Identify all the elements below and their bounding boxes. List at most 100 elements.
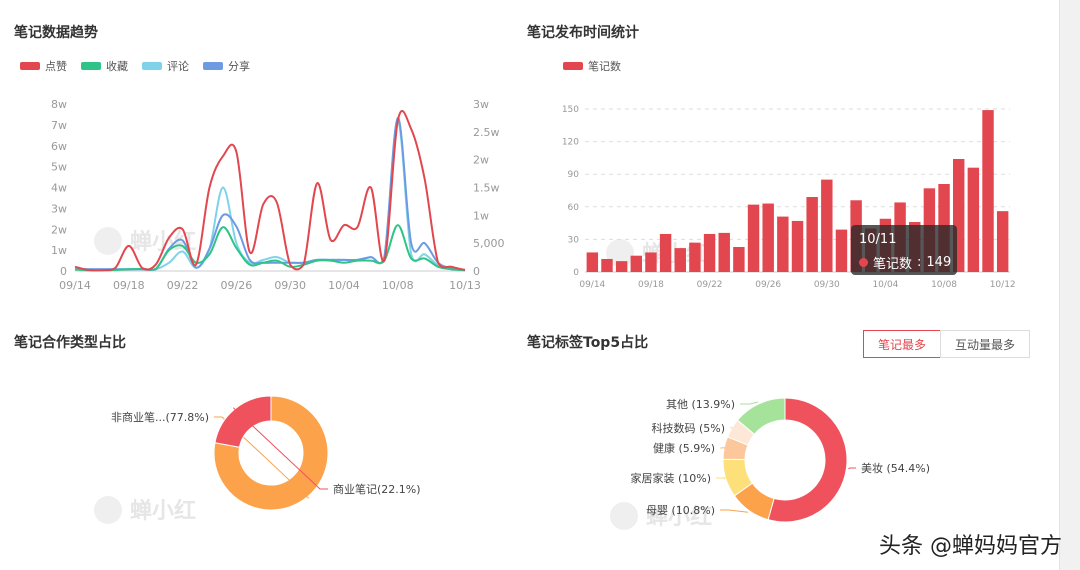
- publish-bar[interactable]: [747, 204, 760, 272]
- coop-watermark-text: 蝉小红: [130, 498, 196, 524]
- most-interaction-button[interactable]: 互动量最多: [940, 330, 1031, 358]
- trend-x-tick: 10/04: [328, 279, 360, 292]
- coop-label: 商业笔记(22.1%): [333, 482, 421, 496]
- tooltip-label: 笔记数: [873, 257, 913, 272]
- publish-bar[interactable]: [982, 110, 994, 272]
- tags-label: 家居家装 (10%): [630, 471, 711, 485]
- publish-x-tick: 10/04: [872, 280, 898, 290]
- trend-series-line: [74, 224, 466, 272]
- publish-x-tick: 09/26: [755, 280, 781, 290]
- publish-bar[interactable]: [586, 252, 599, 272]
- tags-label: 美妆 (54.4%): [861, 462, 930, 475]
- trend-y-left-tick: 7w: [51, 119, 67, 132]
- tags-label: 健康 (5.9%): [653, 441, 715, 455]
- tooltip-dot: [859, 258, 868, 267]
- trend-y-left-tick: 2w: [51, 223, 67, 236]
- trend-x-tick: 09/18: [113, 279, 145, 292]
- tags-slice[interactable]: [767, 397, 848, 523]
- publish-legend: 笔记数: [563, 58, 621, 74]
- tags-label: 其他 (13.9%): [666, 398, 735, 411]
- publish-bar[interactable]: [835, 229, 848, 272]
- publish-bar[interactable]: [733, 247, 745, 272]
- publish-bar[interactable]: [718, 232, 730, 272]
- publish-bar[interactable]: [645, 252, 657, 272]
- publish-bar[interactable]: [703, 233, 716, 272]
- trend-legend-item[interactable]: 点赞: [20, 58, 67, 74]
- trend-y-left-tick: 1w: [51, 244, 67, 257]
- legend-label: 收藏: [106, 60, 128, 73]
- publish-x-tick: 09/30: [814, 280, 840, 290]
- trend-y-right-tick: 2.5w: [473, 126, 500, 139]
- publish-bar[interactable]: [659, 233, 672, 272]
- most-notes-button[interactable]: 笔记最多: [863, 330, 942, 358]
- tooltip-value: 149: [926, 255, 952, 270]
- trend-y-left-tick: 5w: [51, 161, 67, 174]
- trend-y-left-tick: 8w: [51, 98, 67, 111]
- tags-watermark-logo-icon: [610, 502, 638, 530]
- trend-legend: 点赞 收藏 评论 分享: [20, 58, 250, 74]
- publish-bar[interactable]: [689, 242, 701, 272]
- trend-x-tick: 09/22: [167, 279, 199, 292]
- publish-bar[interactable]: [601, 258, 613, 272]
- coop-donut-chart: 蝉小红 非商业笔...(77.8%) 商业笔记(22.1%): [94, 395, 421, 524]
- legend-swatch: [142, 62, 162, 70]
- publish-bar[interactable]: [777, 216, 789, 272]
- tags-label-line: [720, 446, 729, 449]
- legend-swatch: [81, 62, 101, 70]
- publish-x-tick: 10/12: [990, 280, 1016, 290]
- publish-y-tick: 60: [568, 203, 580, 213]
- tags-label-line: [720, 509, 749, 513]
- coop-label-line: [214, 416, 310, 499]
- coop-slice[interactable]: [213, 395, 329, 511]
- publish-x-tick: 09/18: [638, 280, 664, 290]
- trend-y-left-tick: 3w: [51, 202, 67, 215]
- publish-legend-item[interactable]: 笔记数: [563, 58, 621, 74]
- legend-swatch: [20, 62, 40, 70]
- trend-x-tick: 09/30: [274, 279, 306, 292]
- publish-bar[interactable]: [952, 158, 965, 272]
- tooltip-date: 10/11: [859, 232, 897, 247]
- trend-y-right-tick: 0: [473, 265, 480, 278]
- publish-bar[interactable]: [967, 167, 980, 272]
- publish-bar[interactable]: [762, 203, 774, 272]
- legend-label: 笔记数: [588, 60, 621, 73]
- trend-x-tick: 09/26: [221, 279, 253, 292]
- trend-legend-item[interactable]: 评论: [142, 58, 189, 74]
- page-scrollbar[interactable]: [1059, 0, 1080, 570]
- publish-y-tick: 0: [573, 268, 579, 278]
- trend-line-chart: 蝉小红01w2w3w4w5w6w7w8w05,0001w1.5w2w2.5w3w…: [51, 98, 505, 292]
- trend-legend-item[interactable]: 分享: [203, 58, 250, 74]
- publish-bar[interactable]: [791, 220, 804, 272]
- trend-y-right-tick: 3w: [473, 98, 489, 111]
- trend-title: 笔记数据趋势: [14, 25, 98, 41]
- publish-title: 笔记发布时间统计: [527, 25, 639, 41]
- publish-bar[interactable]: [806, 197, 818, 272]
- coop-title: 笔记合作类型占比: [14, 335, 126, 351]
- publish-x-tick: 09/14: [579, 280, 605, 290]
- coop-label-line: [232, 407, 328, 490]
- trend-legend-item[interactable]: 收藏: [81, 58, 128, 74]
- legend-label: 分享: [228, 60, 250, 73]
- publish-bar[interactable]: [615, 261, 628, 272]
- tags-slice[interactable]: [736, 397, 786, 436]
- trend-y-left-tick: 6w: [51, 140, 67, 153]
- publish-bar[interactable]: [630, 255, 643, 272]
- publish-bar[interactable]: [674, 248, 686, 272]
- tags-donut-chart: 蝉小红 美妆 (54.4%) 母婴 (10.8%) 家居家装 (10%) 健康 (5.9…: [610, 397, 930, 530]
- coop-watermark-logo-icon: [94, 496, 122, 524]
- tags-watermark-text: 蝉小红: [646, 504, 712, 530]
- trend-series-line: [74, 110, 466, 272]
- legend-swatch: [203, 62, 223, 70]
- trend-y-left-tick: 4w: [51, 182, 67, 195]
- trend-x-tick: 10/13: [449, 279, 481, 292]
- publish-y-tick: 150: [562, 105, 579, 115]
- tag-sort-toggle: 笔记最多 互动量最多: [863, 330, 1031, 358]
- publish-bar[interactable]: [996, 211, 1009, 272]
- publish-x-tick: 10/08: [931, 280, 957, 290]
- trend-watermark-logo-icon: [94, 227, 122, 255]
- coop-slice[interactable]: [214, 395, 272, 448]
- trend-x-tick: 09/14: [59, 279, 91, 292]
- legend-label: 点赞: [45, 60, 67, 73]
- tags-label: 科技数码 (5%): [651, 421, 725, 435]
- publish-bar[interactable]: [821, 179, 833, 272]
